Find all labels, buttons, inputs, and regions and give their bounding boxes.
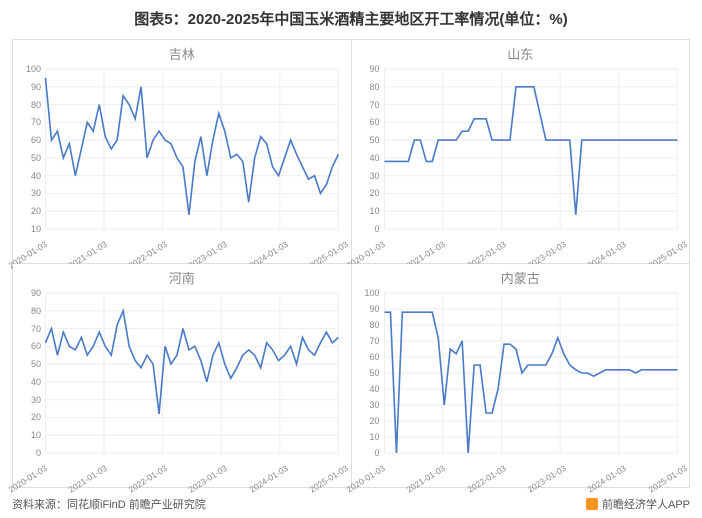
x-axis-labels: 2020-01-032021-01-032022-01-032023-01-03… <box>382 235 684 261</box>
panel-title: 内蒙古 <box>358 268 684 287</box>
brand-icon <box>586 498 598 510</box>
source-text: 资料来源：同花顺iFinD 前瞻产业研究院 <box>12 496 206 512</box>
panel-title: 河南 <box>19 268 345 287</box>
panel-title: 吉林 <box>19 44 345 63</box>
figure-title: 图表5：2020-2025年中国玉米酒精主要地区开工率情况(单位：%) <box>12 8 690 29</box>
x-axis-labels: 2020-01-032021-01-032022-01-032023-01-03… <box>382 459 684 485</box>
panel-neimenggu: 内蒙古 0102030405060708090100 2020-01-03202… <box>352 264 691 488</box>
panel-henan: 河南 0102030405060708090 2020-01-032021-01… <box>13 264 352 488</box>
figure-footer: 资料来源：同花顺iFinD 前瞻产业研究院 前瞻经济学人APP <box>12 496 690 512</box>
chart-grid: 吉林 102030405060708090100 2020-01-032021-… <box>12 39 690 488</box>
panel-jilin: 吉林 102030405060708090100 2020-01-032021-… <box>13 40 352 264</box>
x-axis-labels: 2020-01-032021-01-032022-01-032023-01-03… <box>43 459 345 485</box>
chart-area: 0102030405060708090100 <box>358 289 684 459</box>
chart-area: 102030405060708090100 <box>19 65 345 235</box>
panel-shandong: 山东 0102030405060708090 2020-01-032021-01… <box>352 40 691 264</box>
chart-area: 0102030405060708090 <box>19 289 345 459</box>
panel-title: 山东 <box>358 44 684 63</box>
brand: 前瞻经济学人APP <box>586 496 690 512</box>
brand-text: 前瞻经济学人APP <box>602 496 690 512</box>
x-axis-labels: 2020-01-032021-01-032022-01-032023-01-03… <box>43 235 345 261</box>
chart-area: 0102030405060708090 <box>358 65 684 235</box>
